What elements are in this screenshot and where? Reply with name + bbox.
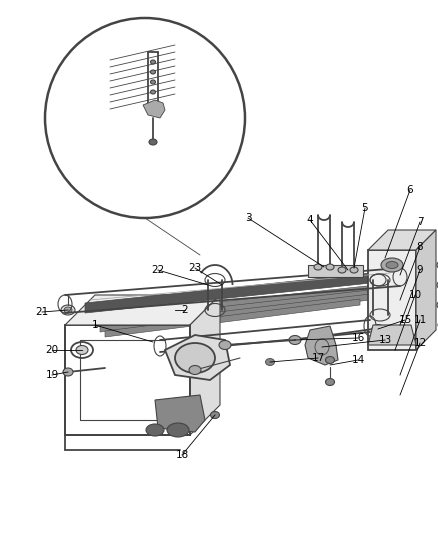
- Ellipse shape: [350, 267, 358, 273]
- Circle shape: [45, 18, 245, 218]
- Polygon shape: [305, 326, 338, 365]
- Text: 4: 4: [307, 215, 313, 225]
- Ellipse shape: [437, 280, 438, 290]
- Polygon shape: [416, 230, 436, 350]
- Text: 3: 3: [245, 213, 251, 223]
- Ellipse shape: [265, 359, 275, 366]
- Polygon shape: [155, 395, 205, 432]
- Ellipse shape: [314, 264, 322, 270]
- Ellipse shape: [151, 90, 155, 94]
- Ellipse shape: [151, 60, 155, 64]
- Ellipse shape: [437, 260, 438, 270]
- Polygon shape: [105, 299, 360, 337]
- Ellipse shape: [437, 300, 438, 310]
- Bar: [65, 325, 190, 435]
- Ellipse shape: [189, 366, 201, 375]
- Ellipse shape: [149, 139, 157, 145]
- Polygon shape: [368, 325, 416, 345]
- Bar: [308, 265, 363, 277]
- Text: 18: 18: [175, 450, 189, 460]
- Ellipse shape: [338, 267, 346, 273]
- Text: 9: 9: [417, 265, 423, 275]
- Text: 6: 6: [407, 185, 413, 195]
- Text: 2: 2: [182, 305, 188, 315]
- Polygon shape: [368, 230, 436, 250]
- Ellipse shape: [63, 368, 73, 376]
- Text: 1: 1: [92, 320, 98, 330]
- Text: 22: 22: [152, 265, 165, 275]
- Ellipse shape: [151, 70, 155, 74]
- Text: 14: 14: [351, 355, 364, 365]
- Text: 12: 12: [413, 338, 427, 348]
- Polygon shape: [65, 295, 220, 325]
- Ellipse shape: [146, 424, 164, 436]
- Text: 11: 11: [413, 315, 427, 325]
- Ellipse shape: [372, 325, 384, 334]
- Text: 20: 20: [46, 345, 59, 355]
- Text: 7: 7: [417, 217, 423, 227]
- Text: 8: 8: [417, 242, 423, 252]
- Ellipse shape: [211, 411, 219, 418]
- Ellipse shape: [167, 423, 189, 437]
- Text: 19: 19: [46, 370, 59, 380]
- Ellipse shape: [151, 80, 155, 84]
- Text: 16: 16: [351, 333, 364, 343]
- Polygon shape: [90, 284, 385, 322]
- Ellipse shape: [64, 307, 72, 313]
- Polygon shape: [165, 335, 230, 380]
- Ellipse shape: [325, 378, 335, 385]
- Text: 17: 17: [311, 353, 325, 363]
- Polygon shape: [190, 295, 220, 435]
- Text: 5: 5: [362, 203, 368, 213]
- Polygon shape: [100, 294, 370, 332]
- Text: 23: 23: [188, 263, 201, 273]
- Polygon shape: [95, 289, 378, 327]
- Ellipse shape: [175, 343, 215, 373]
- Ellipse shape: [325, 357, 335, 364]
- Text: 10: 10: [409, 290, 421, 300]
- Ellipse shape: [76, 345, 88, 354]
- Ellipse shape: [326, 264, 334, 270]
- Polygon shape: [85, 271, 390, 313]
- Ellipse shape: [61, 305, 75, 315]
- Ellipse shape: [219, 341, 231, 350]
- Text: 21: 21: [35, 307, 49, 317]
- Text: 13: 13: [378, 335, 392, 345]
- Bar: [368, 250, 416, 350]
- Text: 15: 15: [399, 315, 412, 325]
- Ellipse shape: [386, 262, 398, 269]
- Polygon shape: [143, 100, 165, 118]
- Ellipse shape: [289, 335, 301, 344]
- Ellipse shape: [381, 258, 403, 272]
